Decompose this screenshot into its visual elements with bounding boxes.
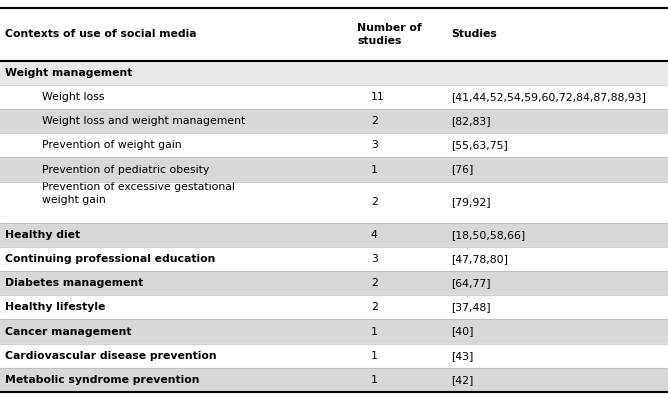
Text: Prevention of weight gain: Prevention of weight gain: [42, 140, 182, 150]
Text: [37,48]: [37,48]: [451, 302, 490, 312]
Text: Studies: Studies: [451, 29, 496, 39]
Text: Cardiovascular disease prevention: Cardiovascular disease prevention: [5, 351, 217, 361]
Bar: [0, 61, 668, 85]
Text: Weight loss and weight management: Weight loss and weight management: [42, 116, 245, 126]
Text: 1: 1: [371, 375, 377, 385]
Text: 11: 11: [371, 92, 385, 102]
Text: Contexts of use of social media: Contexts of use of social media: [5, 29, 197, 39]
Text: [40]: [40]: [451, 326, 474, 336]
Text: [47,78,80]: [47,78,80]: [451, 254, 508, 264]
Bar: [0, 295, 668, 320]
Bar: [0, 158, 668, 182]
Text: [55,63,75]: [55,63,75]: [451, 140, 508, 150]
Text: Prevention of pediatric obesity: Prevention of pediatric obesity: [42, 164, 209, 174]
Bar: [0, 133, 668, 158]
Text: [42]: [42]: [451, 375, 473, 385]
Text: Healthy diet: Healthy diet: [5, 230, 80, 240]
Text: Metabolic syndrome prevention: Metabolic syndrome prevention: [5, 375, 200, 385]
Text: [76]: [76]: [451, 164, 473, 174]
Text: 3: 3: [371, 140, 377, 150]
Bar: [0, 8, 668, 61]
Text: 2: 2: [371, 278, 377, 288]
Bar: [0, 320, 668, 344]
Text: 1: 1: [371, 351, 377, 361]
Text: [41,44,52,54,59,60,72,84,87,88,93]: [41,44,52,54,59,60,72,84,87,88,93]: [451, 92, 646, 102]
Bar: [0, 368, 668, 392]
Text: Prevention of excessive gestational
weight gain: Prevention of excessive gestational weig…: [42, 182, 235, 205]
Text: Number of
studies: Number of studies: [357, 23, 422, 46]
Bar: [0, 271, 668, 295]
Text: [18,50,58,66]: [18,50,58,66]: [451, 230, 525, 240]
Bar: [0, 85, 668, 109]
Text: 1: 1: [371, 164, 377, 174]
Text: [43]: [43]: [451, 351, 473, 361]
Text: Healthy lifestyle: Healthy lifestyle: [5, 302, 106, 312]
Text: [79,92]: [79,92]: [451, 197, 490, 207]
Bar: [0, 344, 668, 368]
Text: 2: 2: [371, 197, 377, 207]
Text: [82,83]: [82,83]: [451, 116, 490, 126]
Text: Weight management: Weight management: [5, 68, 133, 78]
Bar: [0, 247, 668, 271]
Text: 2: 2: [371, 116, 377, 126]
Text: 4: 4: [371, 230, 377, 240]
Text: Cancer management: Cancer management: [5, 326, 132, 336]
Text: 2: 2: [371, 302, 377, 312]
Text: Diabetes management: Diabetes management: [5, 278, 144, 288]
Bar: [0, 182, 668, 223]
Text: 1: 1: [371, 326, 377, 336]
Text: 3: 3: [371, 254, 377, 264]
Bar: [0, 109, 668, 133]
Text: Weight loss: Weight loss: [42, 92, 105, 102]
Text: [64,77]: [64,77]: [451, 278, 490, 288]
Bar: [0, 223, 668, 247]
Text: Continuing professional education: Continuing professional education: [5, 254, 216, 264]
